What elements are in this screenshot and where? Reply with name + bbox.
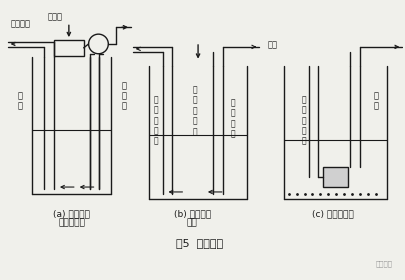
Text: 方式: 方式 bbox=[186, 218, 197, 227]
Text: 空
气
软
管: 空 气 软 管 bbox=[230, 98, 234, 139]
Text: 接合器: 接合器 bbox=[47, 12, 62, 21]
Text: (b) 空气升液: (b) 空气升液 bbox=[173, 209, 210, 218]
Text: 软
管: 软 管 bbox=[372, 91, 377, 111]
Bar bbox=[322, 167, 347, 187]
Text: 图5  消底方法: 图5 消底方法 bbox=[176, 238, 223, 248]
Text: 吸泥泵方式: 吸泥泵方式 bbox=[58, 218, 85, 227]
Text: 空
气
升
液
排: 空 气 升 液 排 bbox=[153, 95, 158, 146]
Text: (c) 泥浆泵方式: (c) 泥浆泵方式 bbox=[311, 209, 353, 218]
Text: (a) 应用导管: (a) 应用导管 bbox=[53, 209, 90, 218]
Text: 泥
管
或
导
管: 泥 管 或 导 管 bbox=[192, 85, 197, 136]
Text: 潜
水
泥
浆
泵: 潜 水 泥 浆 泵 bbox=[301, 95, 305, 146]
Text: 泥浆补偿: 泥浆补偿 bbox=[11, 20, 31, 29]
Bar bbox=[54, 40, 83, 56]
Text: 空气: 空气 bbox=[266, 40, 277, 50]
Text: 吸
泥
泵: 吸 泥 泵 bbox=[121, 81, 126, 111]
Text: 导
管: 导 管 bbox=[18, 91, 23, 111]
Text: 筑龙岩土: 筑龙岩土 bbox=[375, 261, 391, 267]
